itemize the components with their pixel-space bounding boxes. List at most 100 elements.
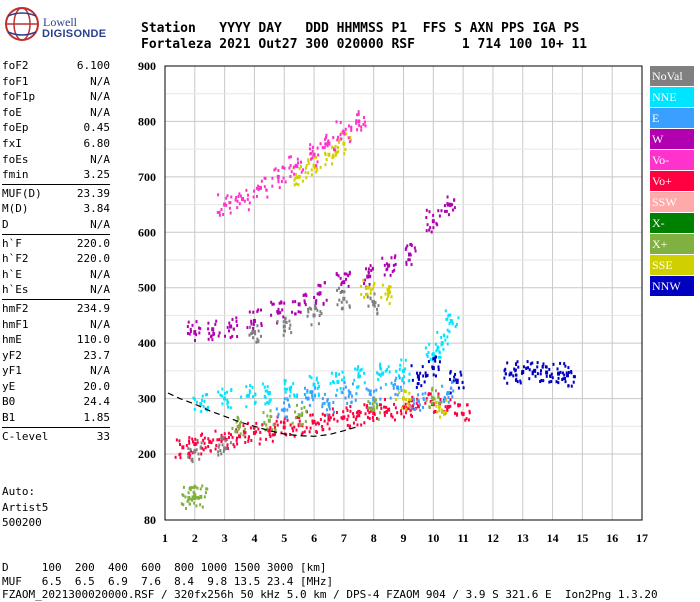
x-tick-label: 4 [251, 531, 257, 545]
echo-dot [570, 384, 573, 388]
echo-dot [323, 401, 326, 405]
echo-dot [447, 400, 450, 404]
echo-dot [425, 399, 428, 403]
echo-dot [289, 164, 292, 168]
echo-dot [436, 330, 439, 334]
echo-dot [288, 394, 291, 398]
echo-dot [338, 138, 341, 142]
echo-dot [201, 505, 204, 509]
param-value: N/A [90, 267, 110, 281]
echo-dot [195, 400, 198, 404]
echo-dot [182, 494, 185, 498]
echo-dot [372, 419, 375, 423]
echo-dot [187, 446, 190, 450]
echo-dot [464, 418, 467, 422]
echo-point [431, 396, 435, 401]
echo-dot [311, 393, 314, 397]
echo-dot [514, 373, 517, 377]
echo-dot [337, 135, 340, 139]
echo-dot [371, 287, 374, 291]
echo-dot [194, 485, 197, 489]
echo-dot [454, 372, 457, 376]
echo-dot [314, 394, 317, 398]
echo-dot [562, 377, 565, 381]
echo-dot [321, 397, 324, 401]
echo-dot [550, 380, 553, 384]
echo-dot [400, 406, 403, 410]
echo-dot [202, 405, 205, 409]
echo-dot [344, 148, 347, 151]
echo-dot [425, 353, 428, 357]
echo-dot [315, 376, 318, 380]
echo-dot [219, 393, 222, 397]
echo-dot [308, 430, 311, 434]
echo-dot [335, 393, 338, 397]
echo-dot [349, 409, 352, 413]
echo-dot [369, 288, 372, 292]
echo-dot [437, 396, 440, 400]
echo-dot [203, 436, 206, 440]
echo-dot [412, 404, 415, 408]
echo-dot [231, 334, 234, 338]
echo-dot [279, 420, 282, 424]
echo-dot [446, 335, 449, 339]
echo-dot [274, 432, 277, 436]
echo-dot [245, 405, 248, 409]
echo-dot [449, 313, 452, 317]
echo-dot [350, 394, 353, 398]
echo-dot [531, 372, 534, 376]
echo-dot [294, 416, 297, 420]
echo-dot [312, 153, 315, 157]
echo-dot [332, 155, 335, 159]
echo-dot [269, 398, 272, 402]
echo-dot [273, 425, 276, 429]
echo-dot [379, 374, 382, 378]
echo-dot [277, 178, 280, 182]
echo-dot [304, 419, 307, 423]
echo-dot [351, 382, 354, 386]
echo-dot [384, 397, 387, 401]
echo-dot [340, 416, 343, 420]
echo-dot [277, 414, 280, 418]
echo-dot [418, 403, 421, 407]
echo-dot [212, 331, 215, 335]
echo-dot [266, 427, 269, 431]
echo-dot [440, 410, 443, 414]
echo-dot [230, 433, 233, 437]
echo-dot [303, 393, 306, 397]
param-row: fmin 3.25 [2, 167, 110, 183]
echo-dot [240, 395, 243, 399]
echo-dot [513, 367, 516, 371]
param-label: yF1 [2, 364, 22, 378]
echo-dot [394, 406, 397, 410]
echo-dot [283, 409, 286, 413]
echo-dot [402, 415, 405, 419]
muf-row: MUF 6.5 6.5 6.9 7.6 8.4 9.8 13.5 23.4 [M… [2, 574, 334, 588]
echo-dot [227, 400, 230, 404]
echo-dot [310, 376, 313, 380]
echo-dot [211, 338, 214, 342]
echo-dot [195, 504, 198, 508]
echo-dot [232, 443, 235, 447]
echo-dot [453, 401, 456, 405]
echo-dot [289, 432, 292, 436]
echo-dot [356, 113, 359, 117]
echo-dot [266, 385, 269, 389]
echo-dot [451, 380, 454, 384]
echo-dot [328, 427, 331, 431]
echo-point [306, 396, 310, 401]
echo-dot [244, 427, 247, 431]
param-label: C-level [2, 429, 49, 443]
echo-dot [284, 379, 287, 383]
echo-dot [304, 170, 307, 174]
echo-dot [373, 292, 376, 296]
echo-dot [229, 201, 232, 205]
echo-dot [314, 422, 317, 426]
param-label: fxI [2, 136, 22, 150]
echo-dot [414, 407, 417, 411]
param-row: foF1p N/A [2, 89, 110, 105]
echo-point [294, 163, 298, 168]
echo-dot [404, 402, 407, 406]
echo-dot [313, 166, 316, 170]
echo-dot [396, 411, 399, 415]
